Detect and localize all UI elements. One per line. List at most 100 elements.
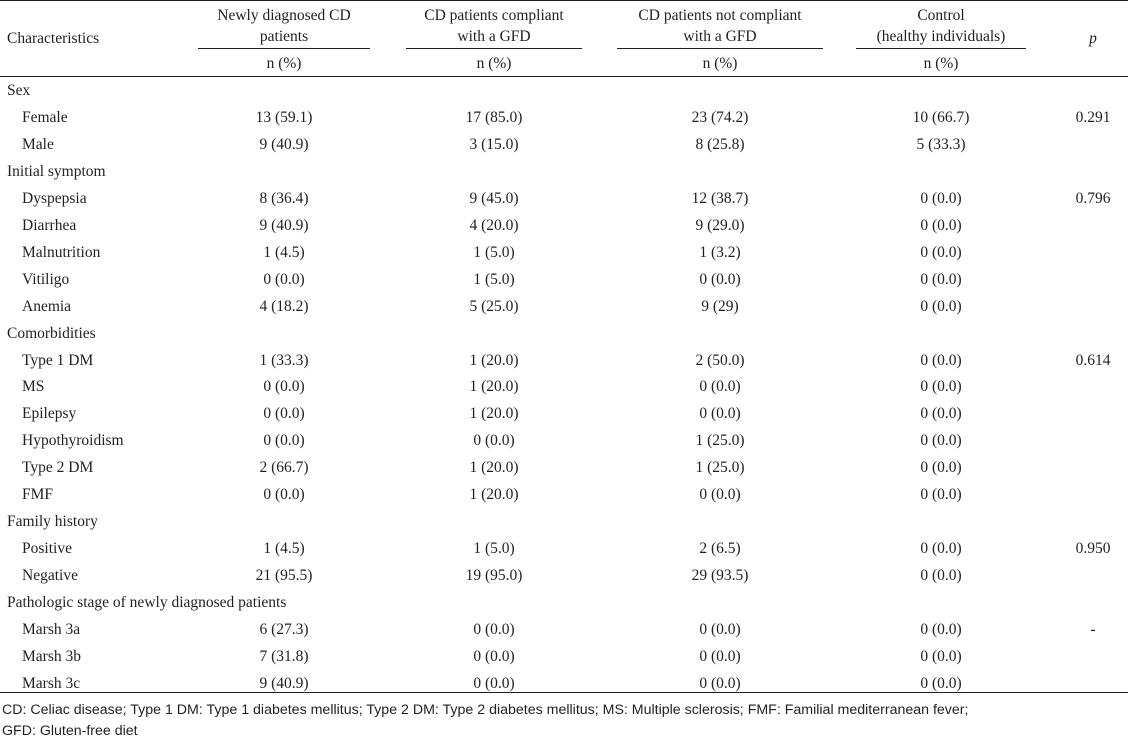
- header-characteristics: Characteristics: [7, 30, 100, 47]
- table-cell: 0 (0.0): [920, 540, 962, 557]
- table-cell: 0 (0.0): [920, 378, 962, 395]
- table-cell: 0 (0.0): [920, 459, 962, 476]
- p-value-cell: 0.796: [1075, 190, 1111, 207]
- table-cell: 1 (3.2): [699, 244, 741, 261]
- table-cell: 1 (20.0): [469, 459, 519, 476]
- table-cell: 1 (33.3): [259, 352, 309, 369]
- table-cell: 5 (33.3): [916, 136, 966, 153]
- header-newly-diagnosed-line2: patients: [259, 28, 309, 45]
- table-cell: 0 (0.0): [699, 675, 741, 692]
- table-cell: 8 (36.4): [259, 190, 309, 207]
- table-cell: 1 (20.0): [469, 405, 519, 422]
- table-top-rule: [0, 0, 1128, 1]
- table-cell: 6 (27.3): [259, 621, 309, 638]
- header-p-value: p: [1089, 30, 1097, 47]
- table-cell: 0 (0.0): [920, 567, 962, 584]
- table-cell: 0 (0.0): [473, 675, 515, 692]
- row-label-epilepsy: Epilepsy: [22, 405, 77, 422]
- table-cell: 0 (0.0): [920, 190, 962, 207]
- table-cell: 2 (50.0): [695, 352, 745, 369]
- table-cell: 0 (0.0): [263, 271, 305, 288]
- subheader-col2: n (%): [476, 55, 512, 72]
- table-cell: 1 (25.0): [695, 432, 745, 449]
- header-compliant: CD patients compliant with a GFD: [406, 5, 582, 47]
- table-cell: 9 (40.9): [259, 675, 309, 692]
- subheader-col1: n (%): [266, 55, 302, 72]
- table-cell: 0 (0.0): [920, 352, 962, 369]
- table-cell: 0 (0.0): [920, 648, 962, 665]
- table-cell: 8 (25.8): [695, 136, 745, 153]
- p-value-cell: 0.291: [1075, 109, 1111, 126]
- header-compliant-line2: with a GFD: [457, 28, 531, 45]
- table-cell: 1 (20.0): [469, 352, 519, 369]
- header-newly-diagnosed-line1: Newly diagnosed CD: [217, 7, 351, 24]
- row-label-type-2-dm: Type 2 DM: [22, 459, 94, 476]
- subheader-col3: n (%): [702, 55, 738, 72]
- row-label-anemia: Anemia: [22, 298, 72, 315]
- subheader-col4: n (%): [923, 55, 959, 72]
- table-cell: 3 (15.0): [469, 136, 519, 153]
- row-label-diarrhea: Diarrhea: [22, 217, 77, 234]
- table-cell: 7 (31.8): [259, 648, 309, 665]
- table-cell: 0 (0.0): [920, 621, 962, 638]
- footnote-line2: GFD: Gluten-free diet: [2, 723, 138, 739]
- table-cell: 0 (0.0): [263, 378, 305, 395]
- table-cell: 17 (85.0): [465, 109, 523, 126]
- table-cell: 0 (0.0): [473, 432, 515, 449]
- table-cell: 9 (40.9): [259, 136, 309, 153]
- header-newly-diagnosed: Newly diagnosed CD patients: [198, 5, 370, 47]
- table-cell: 0 (0.0): [699, 648, 741, 665]
- row-label-marsh-3a: Marsh 3a: [22, 621, 81, 638]
- p-value-cell: 0.950: [1075, 540, 1111, 557]
- table-cell: 9 (29): [701, 298, 739, 315]
- section-label-initial-symptom: Initial symptom: [7, 163, 106, 180]
- table-cell: 0 (0.0): [920, 405, 962, 422]
- section-label-pathologic-stage-of-newly-diagnosed-patients: Pathologic stage of newly diagnosed pati…: [7, 594, 287, 611]
- row-label-ms: MS: [22, 378, 45, 395]
- header-control: Control (healthy individuals): [856, 5, 1026, 47]
- table-cell: 0 (0.0): [920, 486, 962, 503]
- table-cell: 10 (66.7): [912, 109, 970, 126]
- table-cell: 1 (5.0): [473, 244, 515, 261]
- table-cell: 1 (20.0): [469, 486, 519, 503]
- table-cell: 0 (0.0): [473, 648, 515, 665]
- table-cell: 1 (25.0): [695, 459, 745, 476]
- row-label-malnutrition: Malnutrition: [22, 244, 101, 261]
- p-value-cell: -: [1090, 621, 1096, 638]
- row-label-dyspepsia: Dyspepsia: [22, 190, 87, 207]
- table-cell: 0 (0.0): [920, 271, 962, 288]
- table-cell: 0 (0.0): [699, 405, 741, 422]
- header-not-compliant: CD patients not compliant with a GFD: [617, 5, 823, 47]
- table-cell: 0 (0.0): [699, 486, 741, 503]
- p-value-cell: 0.614: [1075, 352, 1111, 369]
- table-cell: 0 (0.0): [263, 486, 305, 503]
- table-cell: 9 (29.0): [695, 217, 745, 234]
- table-cell: 5 (25.0): [469, 298, 519, 315]
- header-underline-col1: [198, 48, 370, 49]
- table-cell: 29 (93.5): [691, 567, 749, 584]
- header-control-line2: (healthy individuals): [876, 28, 1006, 45]
- table-cell: 0 (0.0): [263, 432, 305, 449]
- table-cell: 0 (0.0): [920, 298, 962, 315]
- row-label-fmf: FMF: [22, 486, 54, 503]
- row-label-male: Male: [22, 136, 54, 153]
- section-label-comorbidities: Comorbidities: [7, 325, 96, 342]
- row-label-positive: Positive: [22, 540, 72, 557]
- table-cell: 0 (0.0): [920, 675, 962, 692]
- table-cell: 2 (6.5): [699, 540, 741, 557]
- header-underline-col4: [856, 48, 1026, 49]
- table-cell: 0 (0.0): [699, 271, 741, 288]
- row-label-vitiligo: Vitiligo: [22, 271, 70, 288]
- table-cell: 1 (4.5): [263, 244, 305, 261]
- row-label-marsh-3b: Marsh 3b: [22, 648, 81, 665]
- table-cell: 23 (74.2): [691, 109, 749, 126]
- table-cell: 0 (0.0): [699, 621, 741, 638]
- table-cell: 4 (20.0): [469, 217, 519, 234]
- table-cell: 0 (0.0): [263, 405, 305, 422]
- header-not-compliant-line1: CD patients not compliant: [638, 7, 802, 24]
- row-label-hypothyroidism: Hypothyroidism: [22, 432, 124, 449]
- header-not-compliant-line2: with a GFD: [683, 28, 757, 45]
- table-cell: 19 (95.0): [465, 567, 523, 584]
- table-footnote: CD: Celiac disease; Type 1 DM: Type 1 di…: [2, 700, 1126, 742]
